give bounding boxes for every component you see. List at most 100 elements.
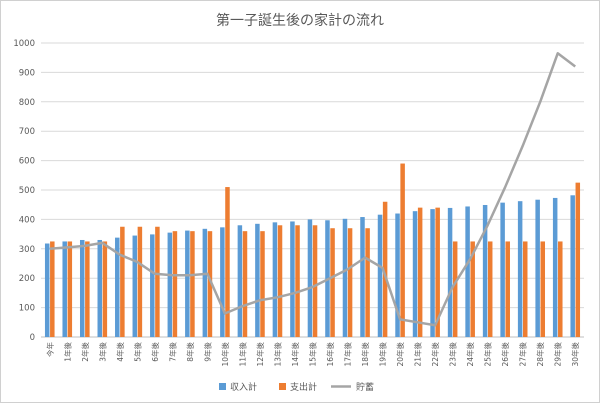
x-tick-label: 29年後 <box>553 342 563 367</box>
x-tick-label: 1年後 <box>62 342 72 362</box>
bar-支出計 <box>347 228 353 337</box>
gridlines <box>41 42 584 338</box>
bar-支出計 <box>365 228 370 337</box>
bar-支出計 <box>487 241 493 337</box>
x-tick-label: 26年後 <box>500 342 510 367</box>
bar-支出計 <box>295 225 300 337</box>
x-tick-label: 2年後 <box>80 342 90 362</box>
bar-収入計 <box>290 221 295 337</box>
bar-支出計 <box>575 182 581 337</box>
x-tick-label: 22年後 <box>430 342 440 367</box>
line-series-貯蓄 <box>49 52 576 327</box>
x-tick-label: 9年後 <box>202 342 212 362</box>
x-tick-label: 19年後 <box>378 342 388 367</box>
y-tick-label: 0 <box>30 333 35 343</box>
bar-収入計 <box>535 199 540 337</box>
x-tick-label: 14年後 <box>290 342 300 367</box>
legend-swatch <box>219 383 226 390</box>
legend-label: 収入計 <box>230 381 257 393</box>
x-tick-label: 12年後 <box>255 342 265 367</box>
bar-支出計 <box>207 231 213 337</box>
bar-収入計 <box>97 239 103 337</box>
legend-label: 貯蓄 <box>356 381 374 393</box>
x-tick-label: 24年後 <box>465 342 475 367</box>
bar-支出計 <box>558 241 563 337</box>
y-tick-label: 700 <box>19 127 35 137</box>
bar-支出計 <box>470 241 475 337</box>
y-tick-label: 400 <box>19 215 35 225</box>
bar-収入計 <box>412 211 418 337</box>
x-tick-label: 27年後 <box>518 342 528 367</box>
x-tick-label: 10年後 <box>220 342 230 367</box>
bar-収入計 <box>62 241 67 337</box>
savings-line <box>49 52 576 327</box>
bar-収入計 <box>552 197 558 337</box>
bar-収入計 <box>79 239 85 337</box>
bar-収入計 <box>517 201 523 337</box>
bar-収入計 <box>500 202 505 337</box>
bar-支出計 <box>522 241 528 337</box>
legend: 収入計 支出計 貯蓄 <box>219 381 374 393</box>
legend-label: 支出計 <box>290 381 317 393</box>
bar-収入計 <box>132 235 138 337</box>
x-tick-label: 13年後 <box>272 342 282 367</box>
bar-支出計 <box>155 226 160 337</box>
x-tick-label: 18年後 <box>360 342 370 367</box>
y-tick-label: 200 <box>19 274 35 284</box>
bar-支出計 <box>330 228 335 337</box>
bar-支出計 <box>225 187 230 337</box>
bar-支出計 <box>435 207 440 337</box>
bar-収入計 <box>307 219 313 337</box>
x-tick-label: 17年後 <box>343 342 353 367</box>
y-tick-label: 500 <box>19 186 35 196</box>
y-tick-label: 1000 <box>13 39 35 49</box>
y-tick-label: 800 <box>19 98 35 108</box>
bar-収入計 <box>465 206 470 337</box>
x-tick-label: 5年後 <box>132 342 142 362</box>
x-tick-label: 3年後 <box>97 342 107 362</box>
x-tick-label: 4年後 <box>115 342 125 362</box>
bar-支出計 <box>67 241 73 337</box>
bar-収入計 <box>185 230 190 337</box>
bar-収入計 <box>115 237 120 337</box>
bar-収入計 <box>482 204 488 337</box>
bar-支出計 <box>137 226 143 337</box>
bar-収入計 <box>360 217 365 337</box>
bar-収入計 <box>430 209 435 337</box>
y-tick-label: 600 <box>19 157 35 167</box>
bar-支出計 <box>242 231 248 337</box>
bar-支出計 <box>382 201 388 337</box>
chart-title: 第一子誕生後の家計の流れ <box>216 12 384 29</box>
x-tick-label: 28年後 <box>535 342 545 367</box>
x-tick-label: 7年後 <box>167 342 177 362</box>
x-axis-ticks: 今年 1年後 2年後 3年後 4年後 5年後 6年後 7年後 8年後 9年後 10年後 11年後 12年… <box>45 342 580 367</box>
bar-支出計 <box>260 231 265 337</box>
x-tick-label: 8年後 <box>185 342 195 362</box>
bar-支出計 <box>190 231 195 337</box>
bar-収入計 <box>377 214 383 337</box>
x-tick-label: 21年後 <box>413 342 423 367</box>
bar-支出計 <box>452 241 458 337</box>
x-tick-label: 30年後 <box>570 342 580 367</box>
bar-支出計 <box>277 225 283 337</box>
bar-支出計 <box>120 226 125 337</box>
bars <box>44 163 581 337</box>
x-tick-label: 15年後 <box>308 342 318 367</box>
x-tick-label: 11年後 <box>237 342 247 367</box>
bar-収入計 <box>272 222 278 337</box>
legend-swatch <box>279 383 286 390</box>
bar-収入計 <box>44 243 50 337</box>
y-tick-label: 300 <box>19 245 35 255</box>
bar-収入計 <box>202 228 208 337</box>
y-tick-label: 100 <box>19 304 35 314</box>
bar-収入計 <box>255 223 260 337</box>
bar-支出計 <box>417 207 423 337</box>
bar-収入計 <box>220 227 225 337</box>
bar-支出計 <box>85 241 90 337</box>
bar-収入計 <box>167 232 173 337</box>
bar-支出計 <box>172 231 178 337</box>
bar-収入計 <box>237 225 243 337</box>
bar-支出計 <box>540 241 546 337</box>
